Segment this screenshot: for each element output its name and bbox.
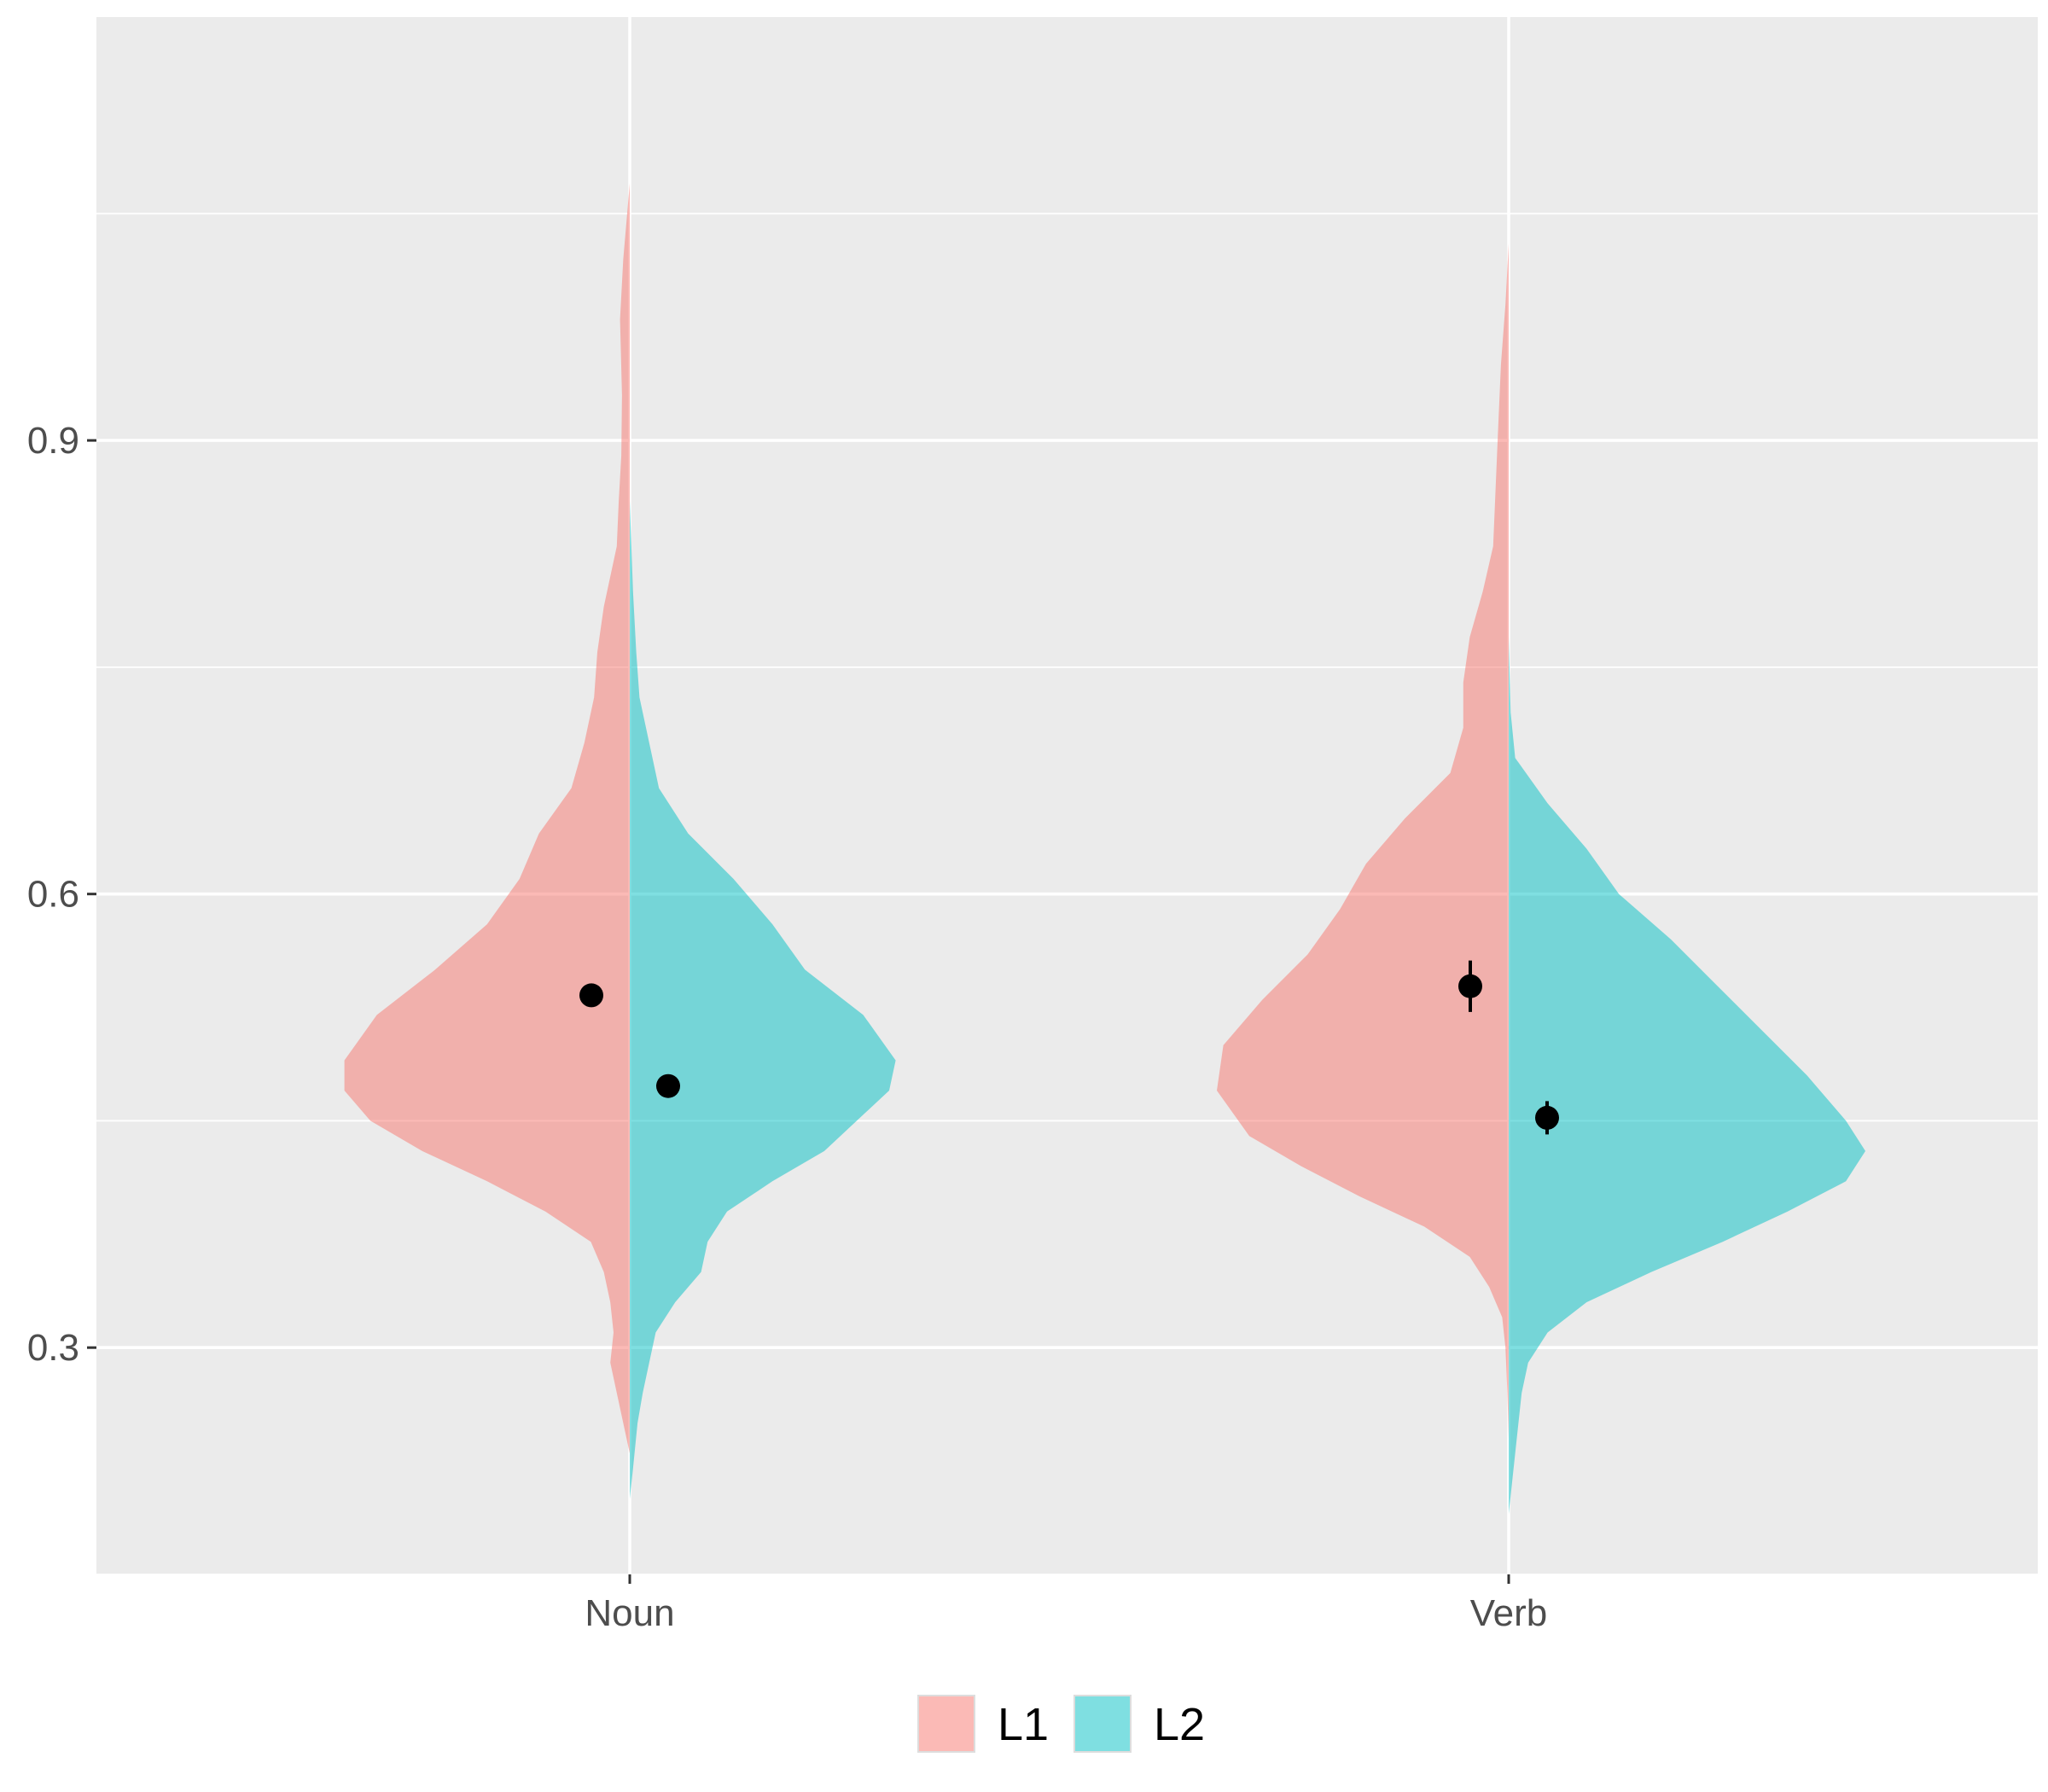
violin-l2-verb bbox=[1509, 637, 1865, 1515]
legend-label-l1: L1 bbox=[998, 1699, 1049, 1750]
mean-point-l1-noun bbox=[579, 983, 603, 1008]
legend-label-l2: L2 bbox=[1154, 1699, 1205, 1750]
legend-swatch-l1 bbox=[917, 1695, 975, 1753]
y-tick-label: 0.3 bbox=[27, 1327, 79, 1369]
panel-background bbox=[96, 17, 2038, 1574]
violins bbox=[344, 183, 1865, 1515]
mean-point-l2-noun bbox=[656, 1073, 680, 1098]
mean-point-l1-verb bbox=[1458, 974, 1482, 998]
x-tick-label: Noun bbox=[585, 1592, 674, 1634]
mean-point-l2-verb bbox=[1535, 1105, 1559, 1130]
axes: 0.3 0.6 0.9 Noun Verb bbox=[27, 420, 1547, 1634]
x-tick-label: Verb bbox=[1470, 1592, 1548, 1634]
y-tick-label: 0.9 bbox=[27, 420, 79, 462]
violin-l1-verb bbox=[1217, 243, 1509, 1439]
y-tick-label: 0.6 bbox=[27, 874, 79, 916]
legend-swatch-l2 bbox=[1073, 1695, 1132, 1753]
mean-points bbox=[579, 960, 1559, 1135]
violin-l1-noun bbox=[344, 183, 630, 1454]
legend: L1 L2 bbox=[917, 1695, 1205, 1753]
violin-l2-noun bbox=[630, 501, 896, 1499]
